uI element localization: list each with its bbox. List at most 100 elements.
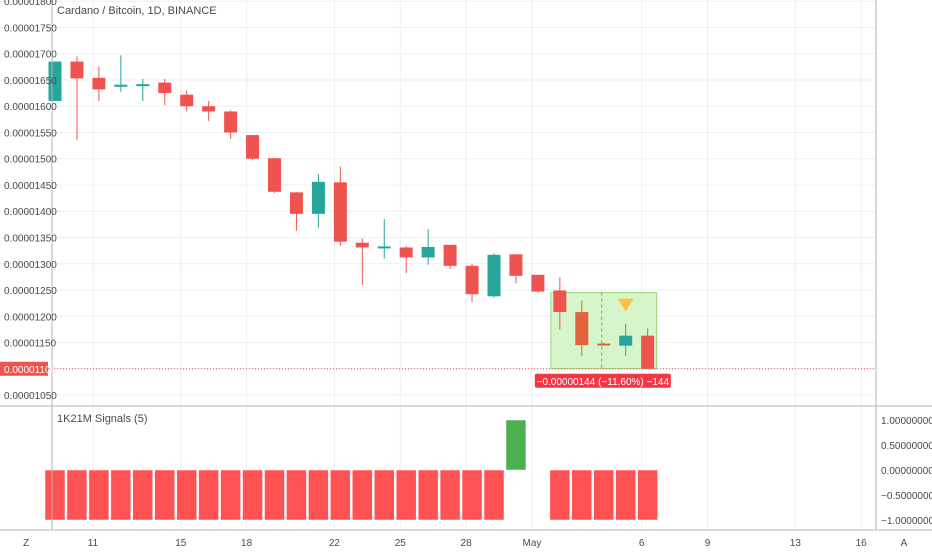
date-tick-label: 13 <box>790 538 802 549</box>
candle <box>246 135 260 161</box>
measure-label-text: −0.00000144 (−11.60%) −144 <box>537 377 670 388</box>
signal-bar <box>330 469 351 521</box>
candle <box>575 300 589 356</box>
candle-body <box>246 135 260 159</box>
measure-label-badge <box>534 373 671 388</box>
measure-arrow-icon <box>617 298 634 312</box>
signal-bar <box>395 469 417 521</box>
candle-body <box>202 106 216 112</box>
candle <box>158 78 172 106</box>
date-tick-label: 9 <box>705 538 711 549</box>
date-tick-label: 11 <box>88 538 99 549</box>
candle <box>443 244 457 270</box>
candle-body <box>597 343 611 346</box>
candle <box>224 110 238 139</box>
candle <box>268 158 281 193</box>
signal-bar <box>374 469 395 521</box>
signal-bar <box>417 469 439 521</box>
candle-body <box>399 247 413 258</box>
signal-bar <box>176 469 197 521</box>
price-tick-label: 0.00001750 <box>4 23 57 34</box>
candle-body <box>70 61 84 79</box>
date-tick-label: May <box>522 538 541 549</box>
candle <box>114 55 128 93</box>
candle-body <box>180 94 194 107</box>
price-tick-label: 0.00001150 <box>4 339 57 350</box>
price-tick-label: 0.00001800 <box>4 0 57 8</box>
indicator-tick-label: −1.00000000 <box>881 516 932 527</box>
signal-bar <box>549 469 571 521</box>
price-tick-label: 0.00001300 <box>4 260 57 271</box>
date-tick-label: 16 <box>856 538 868 549</box>
signal-bar <box>571 469 593 521</box>
candle <box>619 323 633 356</box>
current-price-label: 0.00001100 <box>4 365 57 376</box>
signal-bar <box>593 469 614 521</box>
signal-bar <box>198 469 219 521</box>
auto-scale-button[interactable]: A <box>901 538 908 549</box>
candle-body <box>377 246 391 249</box>
candle <box>355 238 369 285</box>
date-tick-label: 22 <box>329 538 341 549</box>
candle-body <box>619 335 633 346</box>
date-tick-label: 28 <box>461 538 473 549</box>
date-tick-label: 18 <box>241 538 253 549</box>
signal-bar <box>242 469 263 521</box>
candle <box>289 192 303 231</box>
candle <box>311 173 325 228</box>
candle <box>399 245 413 274</box>
price-tick-label: 0.00001700 <box>4 50 57 61</box>
candle-body <box>487 254 501 297</box>
price-tick-label: 0.00001600 <box>4 102 57 113</box>
candle-body <box>531 274 545 292</box>
price-tick-label: 0.00001200 <box>4 312 57 323</box>
candle <box>70 56 84 141</box>
signal-bar <box>44 469 66 521</box>
signal-bar <box>439 469 461 521</box>
signal-bar <box>308 469 329 521</box>
candle-body <box>333 182 347 242</box>
signal-bars-layer <box>44 419 658 521</box>
candle-body <box>355 242 369 248</box>
price-tick-label: 0.00001050 <box>4 391 57 402</box>
frame-layer <box>0 0 932 531</box>
zoom-left-button[interactable]: Z <box>23 538 29 549</box>
candle <box>180 90 194 112</box>
signal-bar <box>461 469 483 521</box>
chart-title: Cardano / Bitcoin, 1D, BINANCE <box>57 5 217 17</box>
signal-bar <box>132 469 154 521</box>
indicator-tick-label: −0.50000000 <box>881 491 932 502</box>
candle-body <box>268 158 281 192</box>
date-tick-label: 6 <box>639 538 645 549</box>
candle-body <box>575 312 589 346</box>
signal-bar <box>286 469 307 521</box>
candle <box>136 78 150 101</box>
candle-body <box>465 265 479 295</box>
current-price-badge <box>0 361 48 376</box>
price-tick-label: 0.00001550 <box>4 128 57 139</box>
candle <box>553 277 567 330</box>
signal-bar <box>110 469 132 521</box>
grid-layer <box>0 0 876 530</box>
candle <box>597 342 611 346</box>
date-tick-label: 15 <box>175 538 187 549</box>
price-tick-label: 0.00001500 <box>4 155 57 166</box>
signal-bar <box>264 469 285 521</box>
candle <box>531 274 545 293</box>
price-tick-label: 0.00001450 <box>4 181 57 192</box>
signal-bar <box>637 469 658 521</box>
candle <box>641 328 655 369</box>
measure-tool[interactable]: −0.00000144 (−11.60%) −144 <box>0 292 876 388</box>
candle-body <box>509 254 523 276</box>
signal-bar <box>352 469 373 521</box>
candle <box>421 229 435 265</box>
price-tick-label: 0.00001650 <box>4 76 57 87</box>
candle <box>487 253 501 298</box>
signal-bar <box>615 469 636 521</box>
candle <box>509 254 523 284</box>
indicator-title: 1K21M Signals (5) <box>57 413 148 425</box>
candle <box>92 66 106 101</box>
